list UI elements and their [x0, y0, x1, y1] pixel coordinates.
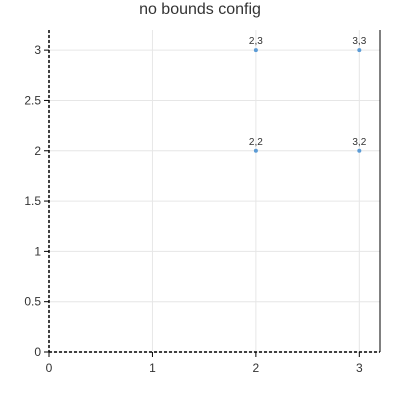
- y-tick-label: 1.5: [24, 194, 41, 208]
- grid-lines: [48, 30, 380, 353]
- x-tick-label: 1: [149, 361, 156, 375]
- data-point-label: 3,3: [352, 36, 366, 47]
- y-tick-label: 2.5: [24, 93, 41, 107]
- data-point-label: 2,3: [249, 36, 263, 47]
- data-points: 2,2 2,3 3,2 3,3: [249, 36, 367, 153]
- y-tick-label: 2: [34, 144, 41, 158]
- axes: [44, 30, 381, 357]
- x-tick-label: 3: [356, 361, 363, 375]
- chart-title: no bounds config: [139, 1, 261, 18]
- tick-labels: 0 0.5 1 1.5 2 2.5 3 0 1 2 3: [24, 43, 363, 375]
- data-point: [357, 148, 362, 153]
- data-point-label: 2,2: [249, 137, 263, 148]
- y-tick-label: 1: [34, 244, 41, 258]
- data-point: [253, 48, 258, 53]
- x-tick-label: 2: [253, 361, 260, 375]
- y-tick-label: 0.5: [24, 295, 41, 309]
- y-tick-label: 0: [34, 345, 41, 359]
- data-point: [253, 148, 258, 153]
- y-tick-label: 3: [34, 43, 41, 57]
- data-point-label: 3,2: [352, 137, 366, 148]
- data-point: [357, 48, 362, 53]
- x-tick-label: 0: [46, 361, 53, 375]
